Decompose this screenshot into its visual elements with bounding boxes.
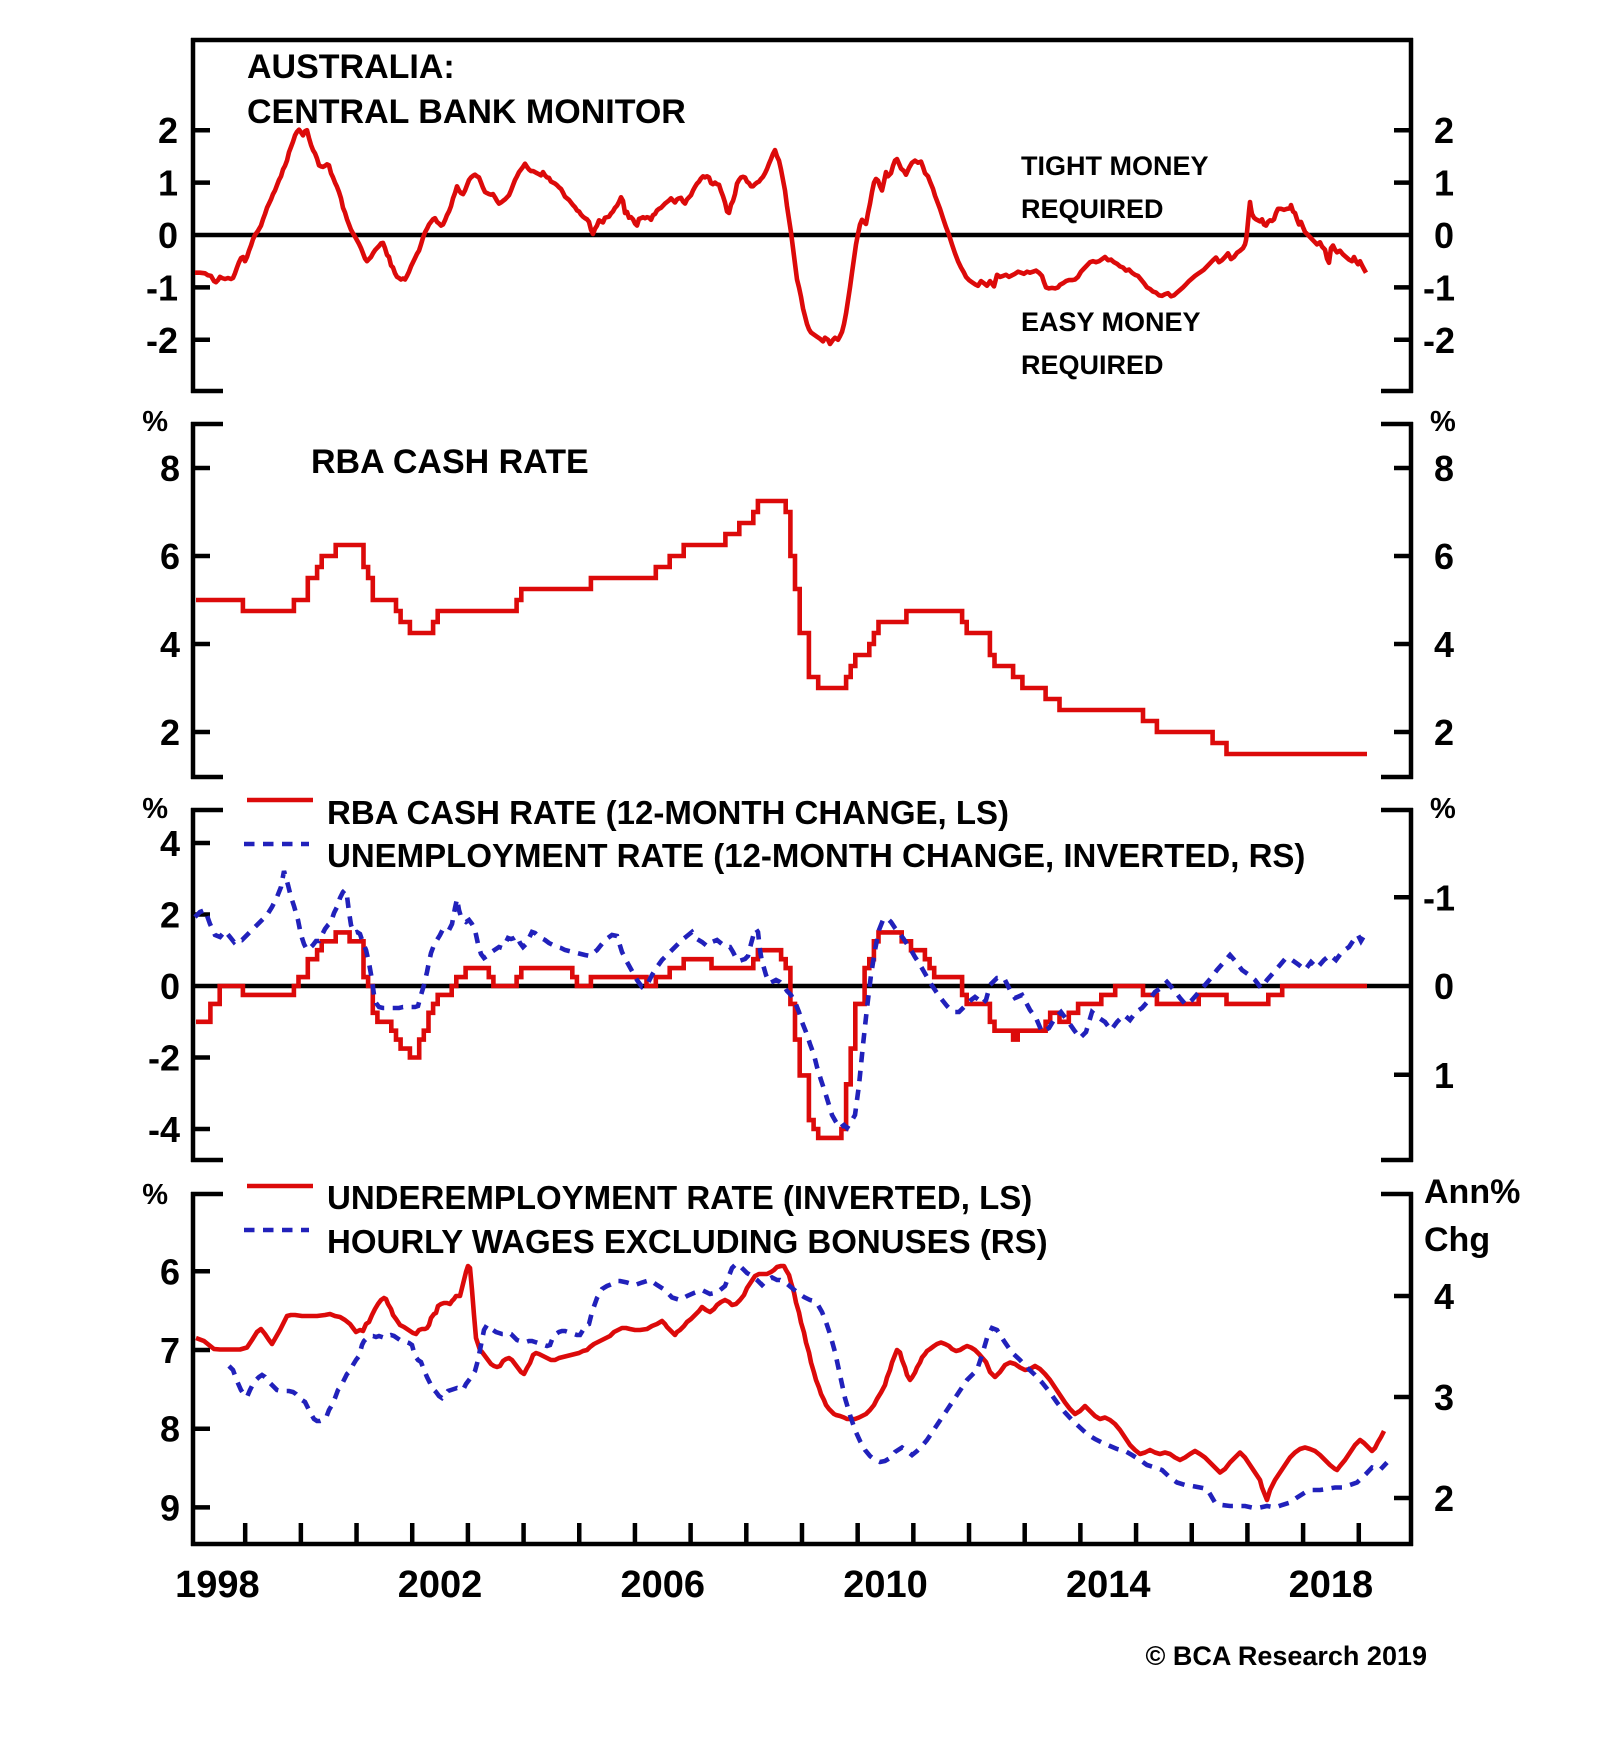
svg-text:1998: 1998 [175,1564,260,1606]
svg-text:CENTRAL BANK MONITOR: CENTRAL BANK MONITOR [247,93,686,131]
svg-text:TIGHT MONEY: TIGHT MONEY [1021,151,1209,181]
svg-text:0: 0 [158,215,178,256]
svg-text:4: 4 [1434,1276,1454,1317]
svg-text:2010: 2010 [843,1564,928,1606]
svg-text:RBA CASH RATE (12-MONTH CHANGE: RBA CASH RATE (12-MONTH CHANGE, LS) [327,794,1009,831]
svg-text:%: % [142,1179,168,1211]
svg-text:1: 1 [158,163,178,204]
svg-text:© BCA Research 2019: © BCA Research 2019 [1145,1641,1427,1671]
svg-text:-2: -2 [1423,320,1455,361]
svg-text:2: 2 [1434,1478,1454,1519]
svg-text:2: 2 [1434,712,1454,753]
svg-text:-1: -1 [1423,877,1455,918]
svg-text:-2: -2 [146,320,178,361]
svg-text:REQUIRED: REQUIRED [1021,194,1164,224]
svg-text:8: 8 [160,1409,180,1450]
svg-text:-2: -2 [148,1038,180,1079]
svg-text:%: % [142,793,168,825]
svg-text:1: 1 [1434,1055,1454,1096]
svg-text:2002: 2002 [398,1564,483,1606]
svg-text:3: 3 [1434,1377,1454,1418]
svg-text:6: 6 [1434,536,1454,577]
svg-text:6: 6 [160,1251,180,1292]
svg-text:4: 4 [160,823,180,864]
svg-text:8: 8 [1434,448,1454,489]
svg-text:0: 0 [1434,966,1454,1007]
svg-text:0: 0 [1434,215,1454,256]
svg-text:2: 2 [160,712,180,753]
svg-text:2: 2 [1434,110,1454,151]
svg-text:%: % [1430,793,1456,825]
svg-text:2014: 2014 [1066,1564,1151,1606]
svg-text:4: 4 [1434,624,1454,665]
svg-text:Chg: Chg [1424,1221,1490,1259]
svg-text:EASY MONEY: EASY MONEY [1021,307,1201,337]
svg-text:HOURLY WAGES EXCLUDING BONUSES: HOURLY WAGES EXCLUDING BONUSES (RS) [327,1223,1048,1260]
svg-text:2006: 2006 [621,1564,706,1606]
svg-text:%: % [142,406,168,438]
svg-text:9: 9 [160,1487,180,1528]
svg-text:UNDEREMPLOYMENT RATE (INVERTED: UNDEREMPLOYMENT RATE (INVERTED, LS) [327,1179,1032,1216]
svg-text:1: 1 [1434,163,1454,204]
svg-text:RBA CASH RATE: RBA CASH RATE [311,443,589,481]
svg-text:0: 0 [160,966,180,1007]
svg-text:%: % [1430,406,1456,438]
svg-text:8: 8 [160,448,180,489]
svg-text:2018: 2018 [1289,1564,1374,1606]
svg-text:-4: -4 [148,1109,180,1150]
svg-text:UNEMPLOYMENT RATE (12-MONTH CH: UNEMPLOYMENT RATE (12-MONTH CHANGE, INVE… [327,837,1305,874]
svg-text:6: 6 [160,536,180,577]
svg-text:2: 2 [158,110,178,151]
svg-text:AUSTRALIA:: AUSTRALIA: [247,48,455,86]
svg-text:-1: -1 [146,267,178,308]
svg-text:-1: -1 [1423,267,1455,308]
svg-text:Ann%: Ann% [1424,1173,1520,1211]
svg-text:2: 2 [160,895,180,936]
svg-text:REQUIRED: REQUIRED [1021,350,1164,380]
svg-text:7: 7 [160,1330,180,1371]
svg-text:4: 4 [160,624,180,665]
